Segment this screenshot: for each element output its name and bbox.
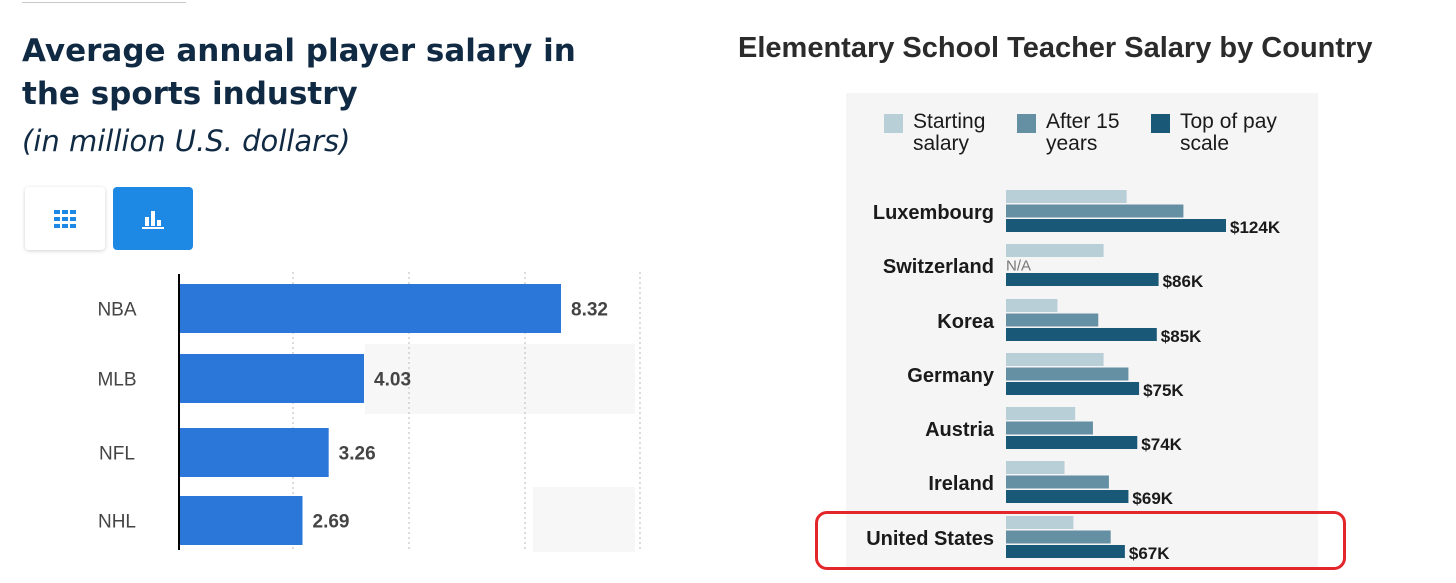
data-label-germany: $75K xyxy=(1143,381,1184,400)
data-label-mlb: 4.03 xyxy=(374,370,411,391)
country-label-germany: Germany xyxy=(907,365,995,387)
left-bar-chart: NBA 8.32 MLB 4.03 NFL 3.26 NHL 2.69 xyxy=(97,272,641,552)
legend-swatch-top xyxy=(1151,114,1170,133)
data-label-luxembourg: $124K xyxy=(1230,218,1281,237)
bar-ireland-series2 xyxy=(1006,490,1129,503)
bar-switzerland-series2 xyxy=(1006,273,1159,286)
country-label-korea: Korea xyxy=(937,311,995,333)
table-view-button[interactable] xyxy=(25,187,105,250)
bar-united-states-series2 xyxy=(1006,545,1125,558)
bar-korea-series2 xyxy=(1006,328,1157,341)
data-label-nhl: 2.69 xyxy=(313,512,350,533)
grid-icon xyxy=(54,209,76,228)
bar-ireland-series1 xyxy=(1006,475,1109,489)
bar-switzerland-series0 xyxy=(1006,244,1104,257)
bar-united-states-series1 xyxy=(1006,530,1111,544)
plot-band xyxy=(365,344,635,414)
right-chart-title: Elementary School Teacher Salary by Coun… xyxy=(738,32,1373,64)
bar-luxembourg-series0 xyxy=(1006,190,1127,203)
bar-nba xyxy=(179,284,561,333)
legend-item-after15: After 15 years xyxy=(1017,93,1136,155)
legend-label-top: Top of pay scale xyxy=(1180,110,1277,155)
data-label-korea: $85K xyxy=(1161,327,1202,346)
data-label-switzerland: $86K xyxy=(1163,272,1204,291)
left-chart-title: Average annual player salary in the spor… xyxy=(22,33,576,112)
bar-luxembourg-series2 xyxy=(1006,219,1226,232)
country-label-switzerland: Switzerland xyxy=(883,256,994,278)
bar-germany-series1 xyxy=(1006,367,1129,381)
legend-item-starting: Starting salary xyxy=(884,93,1023,155)
legend-swatch-after15 xyxy=(1017,114,1036,133)
chart-view-button[interactable] xyxy=(113,187,193,250)
category-label-mlb: MLB xyxy=(97,370,136,391)
plot-band xyxy=(533,487,635,552)
data-label-nba: 8.32 xyxy=(571,300,608,321)
bar-austria-series1 xyxy=(1006,421,1093,435)
legend-label-after15: After 15 years xyxy=(1046,110,1120,155)
bar-nfl xyxy=(179,428,329,477)
bar-united-states-series0 xyxy=(1006,516,1074,529)
bar-austria-series0 xyxy=(1006,407,1076,420)
missing-label-switzerland: N/A xyxy=(1006,258,1031,275)
bar-chart-icon xyxy=(142,210,164,229)
category-label-nfl: NFL xyxy=(99,444,135,465)
left-chart-subtitle: (in million U.S. dollars) xyxy=(22,124,351,158)
data-label-austria: $74K xyxy=(1141,435,1182,454)
data-label-ireland: $69K xyxy=(1132,489,1173,508)
legend-swatch-starting xyxy=(884,114,903,133)
legend-label-starting: Starting salary xyxy=(913,110,986,155)
bar-luxembourg-series1 xyxy=(1006,204,1184,218)
country-label-united-states: United States xyxy=(866,528,994,550)
bar-mlb xyxy=(179,354,365,403)
bar-korea-series1 xyxy=(1006,313,1099,327)
category-label-nhl: NHL xyxy=(98,512,136,533)
bar-korea-series0 xyxy=(1006,299,1058,312)
country-label-ireland: Ireland xyxy=(928,473,994,495)
bar-nhl xyxy=(179,496,303,545)
bar-germany-series0 xyxy=(1006,353,1104,366)
united-states-highlight xyxy=(815,511,1346,570)
country-label-austria: Austria xyxy=(925,419,995,441)
data-label-nfl: 3.26 xyxy=(339,444,376,465)
bar-germany-series2 xyxy=(1006,382,1140,395)
legend-item-top: Top of pay scale xyxy=(1151,93,1280,155)
top-divider xyxy=(22,2,186,3)
right-bar-chart: Luxembourg $124K Switzerland N/A $86K Korea $8… xyxy=(866,190,1281,563)
category-label-nba: NBA xyxy=(97,300,136,321)
data-label-united-states: $67K xyxy=(1129,544,1170,563)
country-label-luxembourg: Luxembourg xyxy=(873,202,994,224)
bar-austria-series2 xyxy=(1006,436,1138,449)
bar-ireland-series0 xyxy=(1006,461,1065,474)
